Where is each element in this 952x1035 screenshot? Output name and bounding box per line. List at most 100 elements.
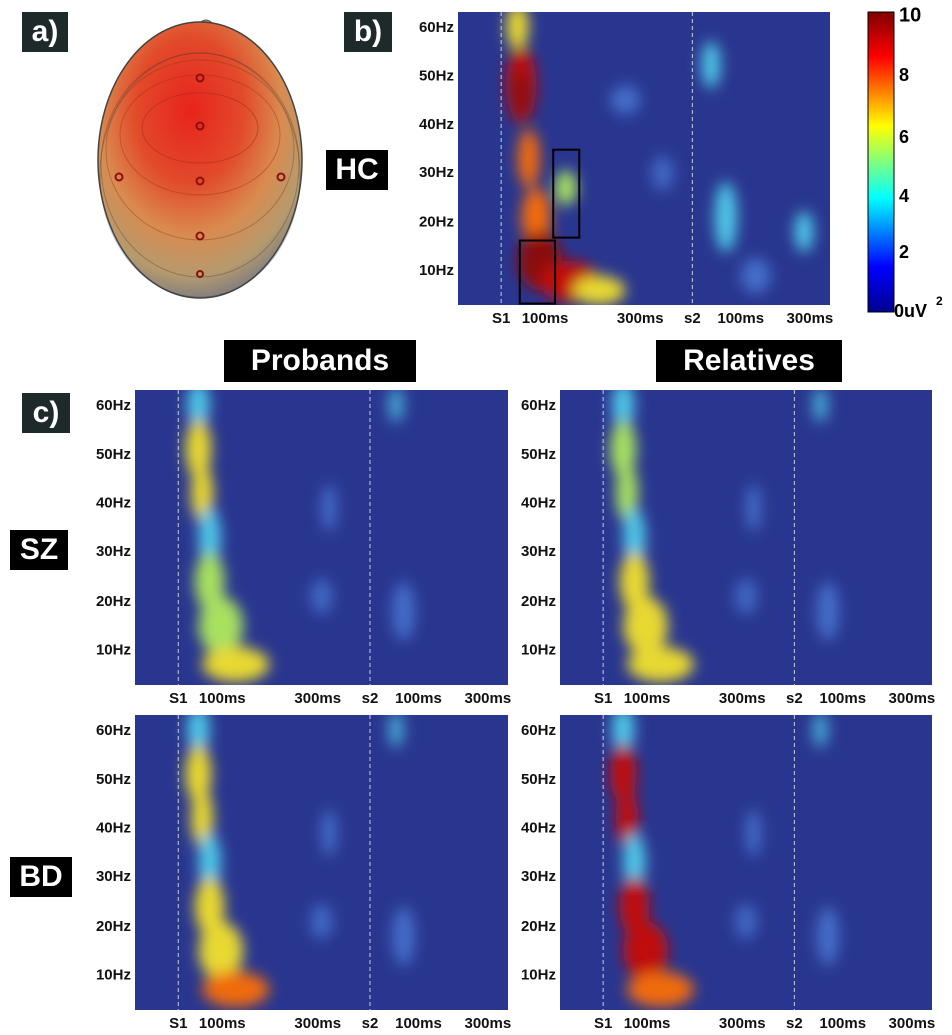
y-tick-label: 20Hz xyxy=(96,918,131,935)
x-tick-label: s2 xyxy=(362,690,379,707)
x-tick-label: 300ms xyxy=(889,690,936,707)
heat-blob xyxy=(194,877,225,937)
colorbar-label: 8 xyxy=(899,65,909,85)
heat-blob xyxy=(202,646,270,683)
y-tick-label: 40Hz xyxy=(96,495,131,512)
heat-blob xyxy=(816,581,840,641)
x-tick-label: 300ms xyxy=(719,1015,766,1030)
heat-blob xyxy=(185,419,212,479)
heat-blob xyxy=(573,275,626,305)
label-box xyxy=(656,340,842,382)
colorbar xyxy=(867,11,895,313)
y-tick-label: 20Hz xyxy=(521,593,556,610)
y-tick-label: 60Hz xyxy=(96,722,131,739)
label-box xyxy=(344,12,392,52)
y-tick-label: 30Hz xyxy=(419,164,454,181)
x-tick-label: s2 xyxy=(362,1015,379,1030)
x-tick-label: 300ms xyxy=(464,690,511,707)
heat-blob xyxy=(198,596,244,656)
x-tick-label: 300ms xyxy=(889,1015,936,1030)
y-tick-label: 10Hz xyxy=(419,262,454,279)
label-box xyxy=(22,393,70,433)
y-tick-label: 30Hz xyxy=(521,868,556,885)
group-label: SZ xyxy=(20,533,58,566)
group-label: HC xyxy=(335,153,378,186)
y-tick-label: 50Hz xyxy=(521,446,556,463)
heat-blob xyxy=(198,833,221,892)
heat-blob xyxy=(388,390,404,423)
heat-blob xyxy=(812,390,828,423)
heat xyxy=(610,390,840,683)
heat-blob xyxy=(816,906,840,966)
roi-box xyxy=(518,239,557,305)
x-tick-label: S1 xyxy=(594,690,612,707)
heat-blob xyxy=(190,463,214,523)
y-tick-label: 30Hz xyxy=(96,868,131,885)
heat xyxy=(610,715,840,1008)
heat-blob xyxy=(194,552,225,612)
heat-blob xyxy=(612,715,635,754)
head-map xyxy=(97,19,303,299)
heat-blob xyxy=(619,552,650,612)
y-tick-label: 40Hz xyxy=(521,820,556,837)
x-tick-label: s2 xyxy=(786,690,803,707)
panel-label: c) xyxy=(33,396,60,429)
column-title: Probands xyxy=(251,344,389,377)
heat-blob xyxy=(615,788,639,848)
panel-label: a) xyxy=(32,15,59,48)
heat-blob xyxy=(198,921,244,981)
heat-blob xyxy=(610,85,641,115)
label-box xyxy=(224,340,416,382)
heat-blob xyxy=(794,211,814,253)
heat-blob xyxy=(392,906,415,966)
label-box xyxy=(10,857,72,897)
y-tick-label: 50Hz xyxy=(96,771,131,788)
label-box xyxy=(10,530,68,570)
heat-blob xyxy=(202,971,270,1008)
heat-blob xyxy=(626,971,694,1008)
heat xyxy=(506,12,814,305)
x-tick-label: 100ms xyxy=(624,1015,671,1030)
heat xyxy=(185,715,415,1008)
y-tick-label: 60Hz xyxy=(521,397,556,414)
y-tick-label: 10Hz xyxy=(96,967,131,984)
heat-blob xyxy=(521,187,551,247)
heat-blob xyxy=(714,181,738,253)
x-tick-label: 300ms xyxy=(617,310,664,327)
heat-blob xyxy=(623,508,646,567)
y-tick-label: 50Hz xyxy=(521,771,556,788)
heat-blob xyxy=(517,129,540,188)
colorbar-label: 6 xyxy=(899,127,909,147)
heat-blob xyxy=(190,788,214,848)
heat-blob xyxy=(734,578,758,615)
heat-blob xyxy=(651,155,674,191)
y-tick-label: 60Hz xyxy=(96,397,131,414)
spectrogram: 60Hz 50Hz 40Hz 30Hz 20Hz 10Hz S1 100ms 300ms s2 10… xyxy=(521,715,936,1032)
column-title: Relatives xyxy=(683,344,815,377)
heat-blob xyxy=(746,809,761,857)
heat-blob xyxy=(623,833,646,892)
heat-blob xyxy=(321,809,337,857)
y-tick-label: 30Hz xyxy=(96,543,131,560)
heat-blob xyxy=(701,41,721,89)
y-tick-label: 40Hz xyxy=(521,495,556,512)
spectrogram: 60Hz 50Hz 40Hz 30Hz 20Hz 10Hz S1 100ms 300ms s2 10… xyxy=(96,390,511,707)
heat-blob xyxy=(321,484,337,532)
y-tick-label: 50Hz xyxy=(96,446,131,463)
panel-label: b) xyxy=(354,15,382,48)
heat-blob xyxy=(734,903,758,940)
heat-blob xyxy=(310,903,333,940)
spectrogram: 60Hz 50Hz 40Hz 30Hz 20Hz 10Hz S1 100ms 300ms s2 10… xyxy=(521,390,936,707)
y-tick-label: 20Hz xyxy=(419,213,454,230)
heat-blob xyxy=(615,463,639,523)
roi-box xyxy=(552,148,581,239)
heat-blob xyxy=(506,12,529,51)
x-tick-label: S1 xyxy=(492,310,510,327)
x-tick-label: 100ms xyxy=(395,1015,442,1030)
x-tick-label: 300ms xyxy=(464,1015,511,1030)
y-tick-label: 20Hz xyxy=(96,593,131,610)
colorbar-label: 2 xyxy=(936,294,943,308)
label-box xyxy=(22,12,68,52)
colorbar-label: 0uV xyxy=(894,301,927,321)
